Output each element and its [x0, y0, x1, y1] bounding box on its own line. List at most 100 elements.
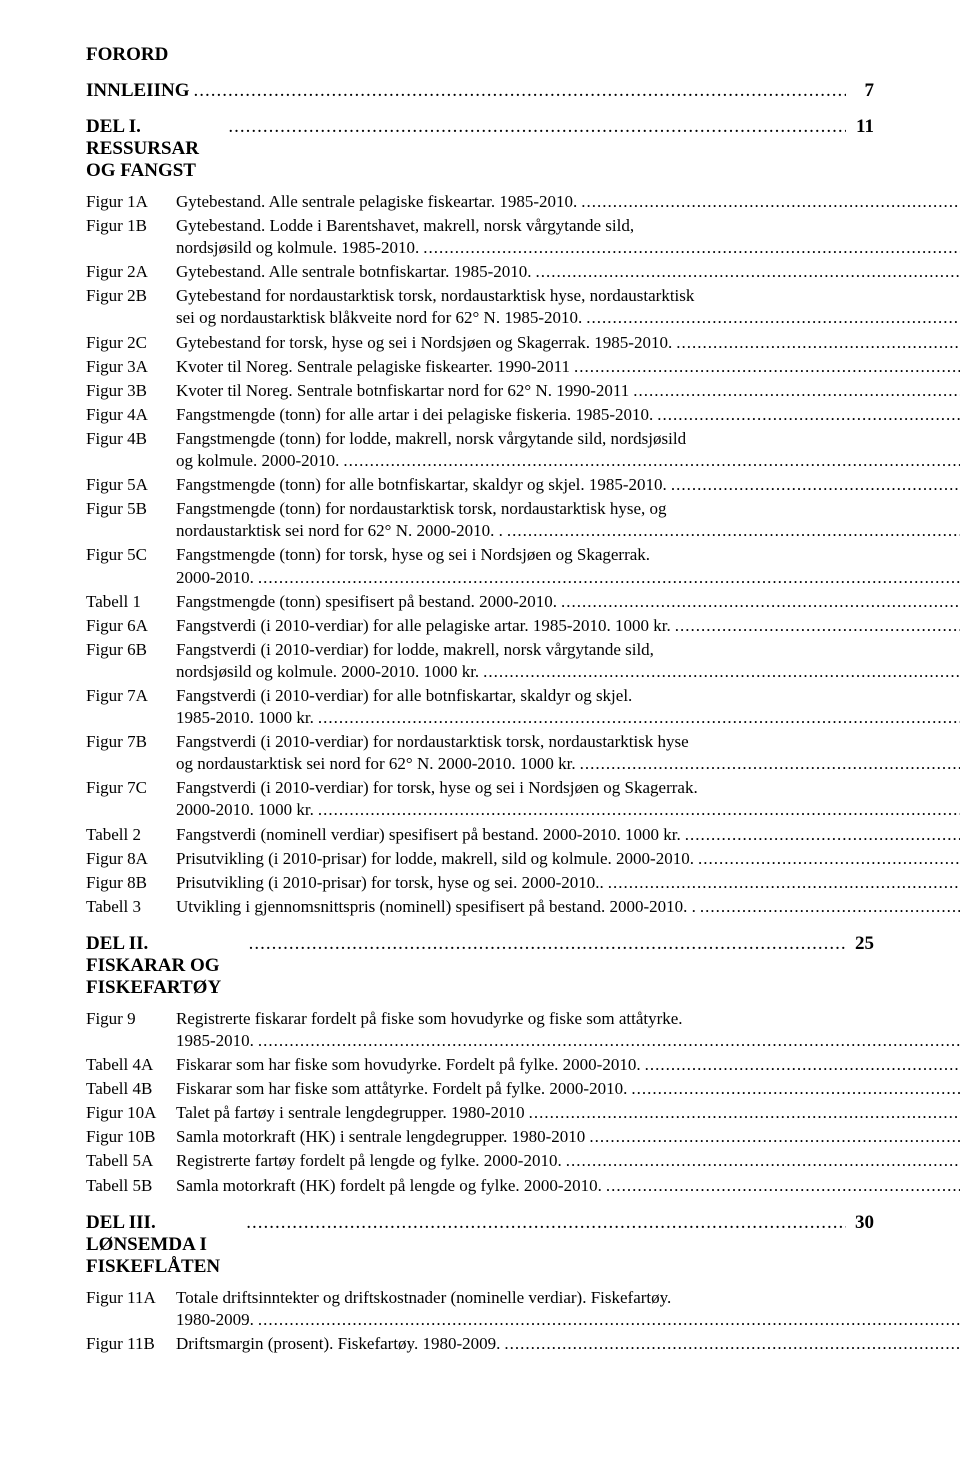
toc-entry-final-row: 1985-2010. .............................… [176, 1030, 960, 1052]
toc-entry-label: Tabell 4B [86, 1078, 176, 1100]
toc-entry-label: Figur 4B [86, 428, 176, 450]
toc-entry-title: 2000-2010. [176, 567, 254, 589]
toc-section-del3: Figur 11ATotale driftsinntekter og drift… [86, 1286, 874, 1356]
toc-entry-label: Figur 7A [86, 685, 176, 707]
leader-dots: ........................................… [586, 307, 960, 329]
toc-entry-body: Utvikling i gjennomsnittspris (nominell)… [176, 896, 960, 918]
toc-entry-label: Figur 7C [86, 777, 176, 799]
leader-dots: ........................................… [700, 896, 960, 918]
toc-entry-label: Figur 11B [86, 1333, 176, 1355]
toc-entry-body: Fangstverdi (i 2010-verdiar) for nordaus… [176, 731, 960, 775]
toc-entry: Figur 11ATotale driftsinntekter og drift… [86, 1286, 874, 1332]
toc-entry: Figur 7AFangstverdi (i 2010-verdiar) for… [86, 684, 874, 730]
toc-entry: Figur 2AGytebestand. Alle sentrale botnf… [86, 260, 874, 284]
heading-page: 11 [850, 116, 874, 138]
toc-entry-final-row: Fangstmengde (tonn) for alle artar i dei… [176, 404, 960, 426]
toc-entry-label: Figur 10A [86, 1102, 176, 1124]
toc-entry: Figur 6BFangstverdi (i 2010-verdiar) for… [86, 638, 874, 684]
toc-entry-final-row: 2000-2010. .............................… [176, 567, 960, 589]
toc-entry-final-row: Fangstverdi (nominell verdiar) spesifise… [176, 824, 960, 846]
toc-entry-body: Gytebestand for nordaustarktisk torsk, n… [176, 285, 960, 329]
leader-dots: ........................................… [608, 872, 960, 894]
toc-entry-title: Fiskarar som har fiske som attåtyrke. Fo… [176, 1078, 627, 1100]
toc-entry-body: Talet på fartøy i sentrale lengdegrupper… [176, 1102, 960, 1124]
toc-entry-final-row: 1985-2010. 1000 kr. ....................… [176, 707, 960, 729]
heading-del2: DEL II. FISKARAR OG FISKEFARTØY ........… [86, 933, 874, 999]
toc-entry-body: Fangstmengde (tonn) for nordaustarktisk … [176, 498, 960, 542]
toc-entry-title: Gytebestand. Alle sentrale pelagiske fis… [176, 191, 577, 213]
toc-entry-body: Prisutvikling (i 2010-prisar) for torsk,… [176, 872, 960, 894]
toc-entry-title: Utvikling i gjennomsnittspris (nominell)… [176, 896, 696, 918]
leader-dots: ........................................… [423, 237, 960, 259]
toc-entry-final-row: nordaustarktisk sei nord for 62° N. 2000… [176, 520, 960, 542]
toc-entry-label: Figur 11A [86, 1287, 176, 1309]
toc-entry-final-row: Gytebestand. Alle sentrale pelagiske fis… [176, 191, 960, 213]
heading-del1: DEL I. RESSURSAR OG FANGST .............… [86, 116, 874, 182]
leader-dots: ........................................… [258, 1309, 960, 1331]
toc-entry: Tabell 5BSamla motorkraft (HK) fordelt p… [86, 1174, 874, 1198]
toc-entry-label: Tabell 2 [86, 824, 176, 846]
toc-entry-label: Figur 3B [86, 380, 176, 402]
toc-entry: Figur 5AFangstmengde (tonn) for alle bot… [86, 473, 874, 497]
heading-title: DEL II. FISKARAR OG FISKEFARTØY [86, 933, 245, 999]
toc-entry-final-row: Samla motorkraft (HK) i sentrale lengdeg… [176, 1126, 960, 1148]
toc-entry-label: Figur 5B [86, 498, 176, 520]
toc-entry: Figur 9Registrerte fiskarar fordelt på f… [86, 1007, 874, 1053]
toc-entry-body: Gytebestand. Lodde i Barentshavet, makre… [176, 215, 960, 259]
toc-entry-body: Registrerte fartøy fordelt på lengde og … [176, 1150, 960, 1172]
toc-entry: Figur 4AFangstmengde (tonn) for alle art… [86, 403, 874, 427]
toc-entry: Figur 5BFangstmengde (tonn) for nordaust… [86, 497, 874, 543]
toc-entry-body: Fangstverdi (i 2010-verdiar) for alle pe… [176, 615, 960, 637]
toc-entry-label: Figur 3A [86, 356, 176, 378]
toc-entry-label: Figur 1B [86, 215, 176, 237]
leader-dots: ........................................… [566, 1150, 960, 1172]
toc-entry-body: Gytebestand. Alle sentrale pelagiske fis… [176, 191, 960, 213]
toc-entry-final-row: Fiskarar som har fiske som attåtyrke. Fo… [176, 1078, 960, 1100]
toc-entry: Figur 3AKvoter til Noreg. Sentrale pelag… [86, 355, 874, 379]
toc-entry-final-row: Gytebestand for torsk, hyse og sei i Nor… [176, 332, 960, 354]
toc-entry-label: Tabell 3 [86, 896, 176, 918]
toc-entry: Figur 5CFangstmengde (tonn) for torsk, h… [86, 543, 874, 589]
leader-dots: ........................................… [574, 356, 960, 378]
toc-entry-final-row: Talet på fartøy i sentrale lengdegrupper… [176, 1102, 960, 1124]
toc-entry-body: Fangstverdi (i 2010-verdiar) for torsk, … [176, 777, 960, 821]
toc-entry-body: Fangstmengde (tonn) spesifisert på besta… [176, 591, 960, 613]
toc-entry-title: 1985-2010. [176, 1030, 254, 1052]
toc-entry-label: Figur 5C [86, 544, 176, 566]
toc-entry-final-row: nordsjøsild og kolmule. 1985-2010.......… [176, 237, 960, 259]
heading-title: INNLEIING [86, 80, 189, 102]
toc-entry-body: Samla motorkraft (HK) i sentrale lengdeg… [176, 1126, 960, 1148]
toc-entry-title: Gytebestand. Alle sentrale botnfiskartar… [176, 261, 532, 283]
toc-entry-title: nordaustarktisk sei nord for 62° N. 2000… [176, 520, 503, 542]
toc-entry: Tabell 3Utvikling i gjennomsnittspris (n… [86, 895, 874, 919]
toc-entry-body: Kvoter til Noreg. Sentrale botnfiskartar… [176, 380, 960, 402]
toc-entry-title: Fangstmengde (tonn) for alle artar i dei… [176, 404, 653, 426]
toc-entry-label: Figur 1A [86, 191, 176, 213]
heading-innleiing: INNLEIING ..............................… [86, 80, 874, 102]
leader-dots: ........................................… [675, 615, 960, 637]
toc-entry-title: 1985-2010. 1000 kr. [176, 707, 314, 729]
toc-entry-label: Figur 5A [86, 474, 176, 496]
document-page: FORORD INNLEIING .......................… [0, 0, 960, 1400]
heading-page: 7 [850, 80, 874, 102]
toc-entry-final-row: Prisutvikling (i 2010-prisar) for torsk,… [176, 872, 960, 894]
leader-dots: ........................................… [606, 1175, 960, 1197]
toc-entry-title-line: Fangstmengde (tonn) for nordaustarktisk … [176, 498, 960, 520]
toc-entry-final-row: Utvikling i gjennomsnittspris (nominell)… [176, 896, 960, 918]
toc-entry-title: Kvoter til Noreg. Sentrale botnfiskartar… [176, 380, 629, 402]
leader-dots: ........................................… [589, 1126, 960, 1148]
toc-entry: Figur 1AGytebestand. Alle sentrale pelag… [86, 190, 874, 214]
toc-entry-title-line: Gytebestand. Lodde i Barentshavet, makre… [176, 215, 960, 237]
toc-entry: Figur 7CFangstverdi (i 2010-verdiar) for… [86, 776, 874, 822]
toc-entry: Figur 4BFangstmengde (tonn) for lodde, m… [86, 427, 874, 473]
heading-title: DEL I. RESSURSAR OG FANGST [86, 116, 224, 182]
toc-entry-body: Samla motorkraft (HK) fordelt på lengde … [176, 1175, 960, 1197]
toc-entry-final-row: Prisutvikling (i 2010-prisar) for lodde,… [176, 848, 960, 870]
toc-entry-title: 1980-2009. [176, 1309, 254, 1331]
toc-entry-final-row: Gytebestand. Alle sentrale botnfiskartar… [176, 261, 960, 283]
toc-entry-label: Figur 9 [86, 1008, 176, 1030]
leader-dots: ........................................… [645, 1054, 960, 1076]
toc-entry: Figur 1BGytebestand. Lodde i Barentshave… [86, 214, 874, 260]
toc-entry-title: Fiskarar som har fiske som hovudyrke. Fo… [176, 1054, 641, 1076]
toc-entry-body: Fiskarar som har fiske som hovudyrke. Fo… [176, 1054, 960, 1076]
